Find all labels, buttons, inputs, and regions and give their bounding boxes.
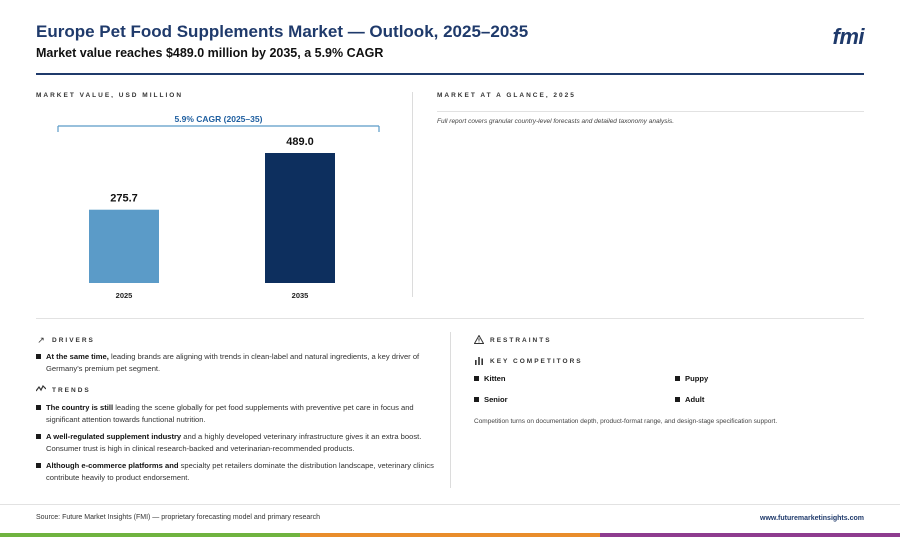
section-divider (36, 318, 864, 319)
bar-chart: 5.9% CAGR (2025–35) 275.7 2025 489.0 2035 (57, 114, 380, 300)
source-text: Source: Future Market Insights (FMI) — p… (36, 514, 320, 521)
brand-bar-segment (0, 533, 300, 537)
website-link[interactable]: www.futuremarketinsights.com (760, 515, 864, 522)
x-tick-label: 2035 (292, 291, 309, 300)
glance-divider (437, 111, 864, 112)
trend-line-icon (35, 384, 47, 395)
brand-bar-segment (300, 533, 600, 537)
competitor-item: Puppy (675, 374, 708, 383)
data-label: 275.7 (110, 193, 138, 205)
page-title: Europe Pet Food Supplements Market — Out… (36, 22, 529, 41)
brand-bar-segment (600, 533, 900, 537)
driver-item: At the same time, leading brands are ali… (36, 351, 436, 374)
glance-section-label: MARKET AT A GLANCE, 2025 (437, 92, 576, 99)
competitor-item: Senior (474, 395, 508, 404)
restraints-header: RESTRAINTS (473, 334, 552, 346)
warning-icon (473, 334, 485, 346)
competition-note: Competition turns on documentation depth… (474, 418, 778, 425)
vertical-divider (412, 92, 413, 297)
header-divider (36, 73, 864, 75)
trend-item: Although e-commerce platforms and specia… (36, 460, 436, 483)
competitors-header: KEY COMPETITORS (474, 356, 583, 367)
brand-color-bar (0, 533, 900, 537)
competitors-label: KEY COMPETITORS (490, 358, 583, 365)
competitor-item: Kitten (474, 374, 506, 383)
trends-label: TRENDS (52, 386, 91, 394)
bar-chart-icon (474, 356, 484, 367)
x-tick-label: 2025 (116, 291, 133, 300)
cagr-annotation: 5.9% CAGR (2025–35) (175, 114, 263, 124)
restraints-label: RESTRAINTS (490, 337, 552, 344)
trends-header: TRENDS (35, 384, 91, 395)
page-subtitle: Market value reaches $489.0 million by 2… (36, 46, 384, 60)
bar-2035 (265, 153, 335, 283)
data-label: 489.0 (286, 136, 314, 148)
vertical-divider (450, 332, 451, 488)
drivers-header: ↗ DRIVERS (36, 335, 95, 346)
glance-note: Full report covers granular country-leve… (437, 118, 675, 125)
fmi-logo[interactable]: fmi (832, 24, 865, 49)
trend-item: The country is still leading the scene g… (36, 402, 436, 425)
drivers-label: DRIVERS (52, 337, 95, 344)
trend-item: A well-regulated supplement industry and… (36, 431, 436, 454)
arrow-up-right-icon: ↗ (37, 335, 45, 345)
footer-divider (0, 504, 900, 505)
chart-section-label: MARKET VALUE, USD MILLION (36, 92, 184, 99)
competitor-item: Adult (675, 395, 704, 404)
bar-2025 (89, 209, 159, 283)
